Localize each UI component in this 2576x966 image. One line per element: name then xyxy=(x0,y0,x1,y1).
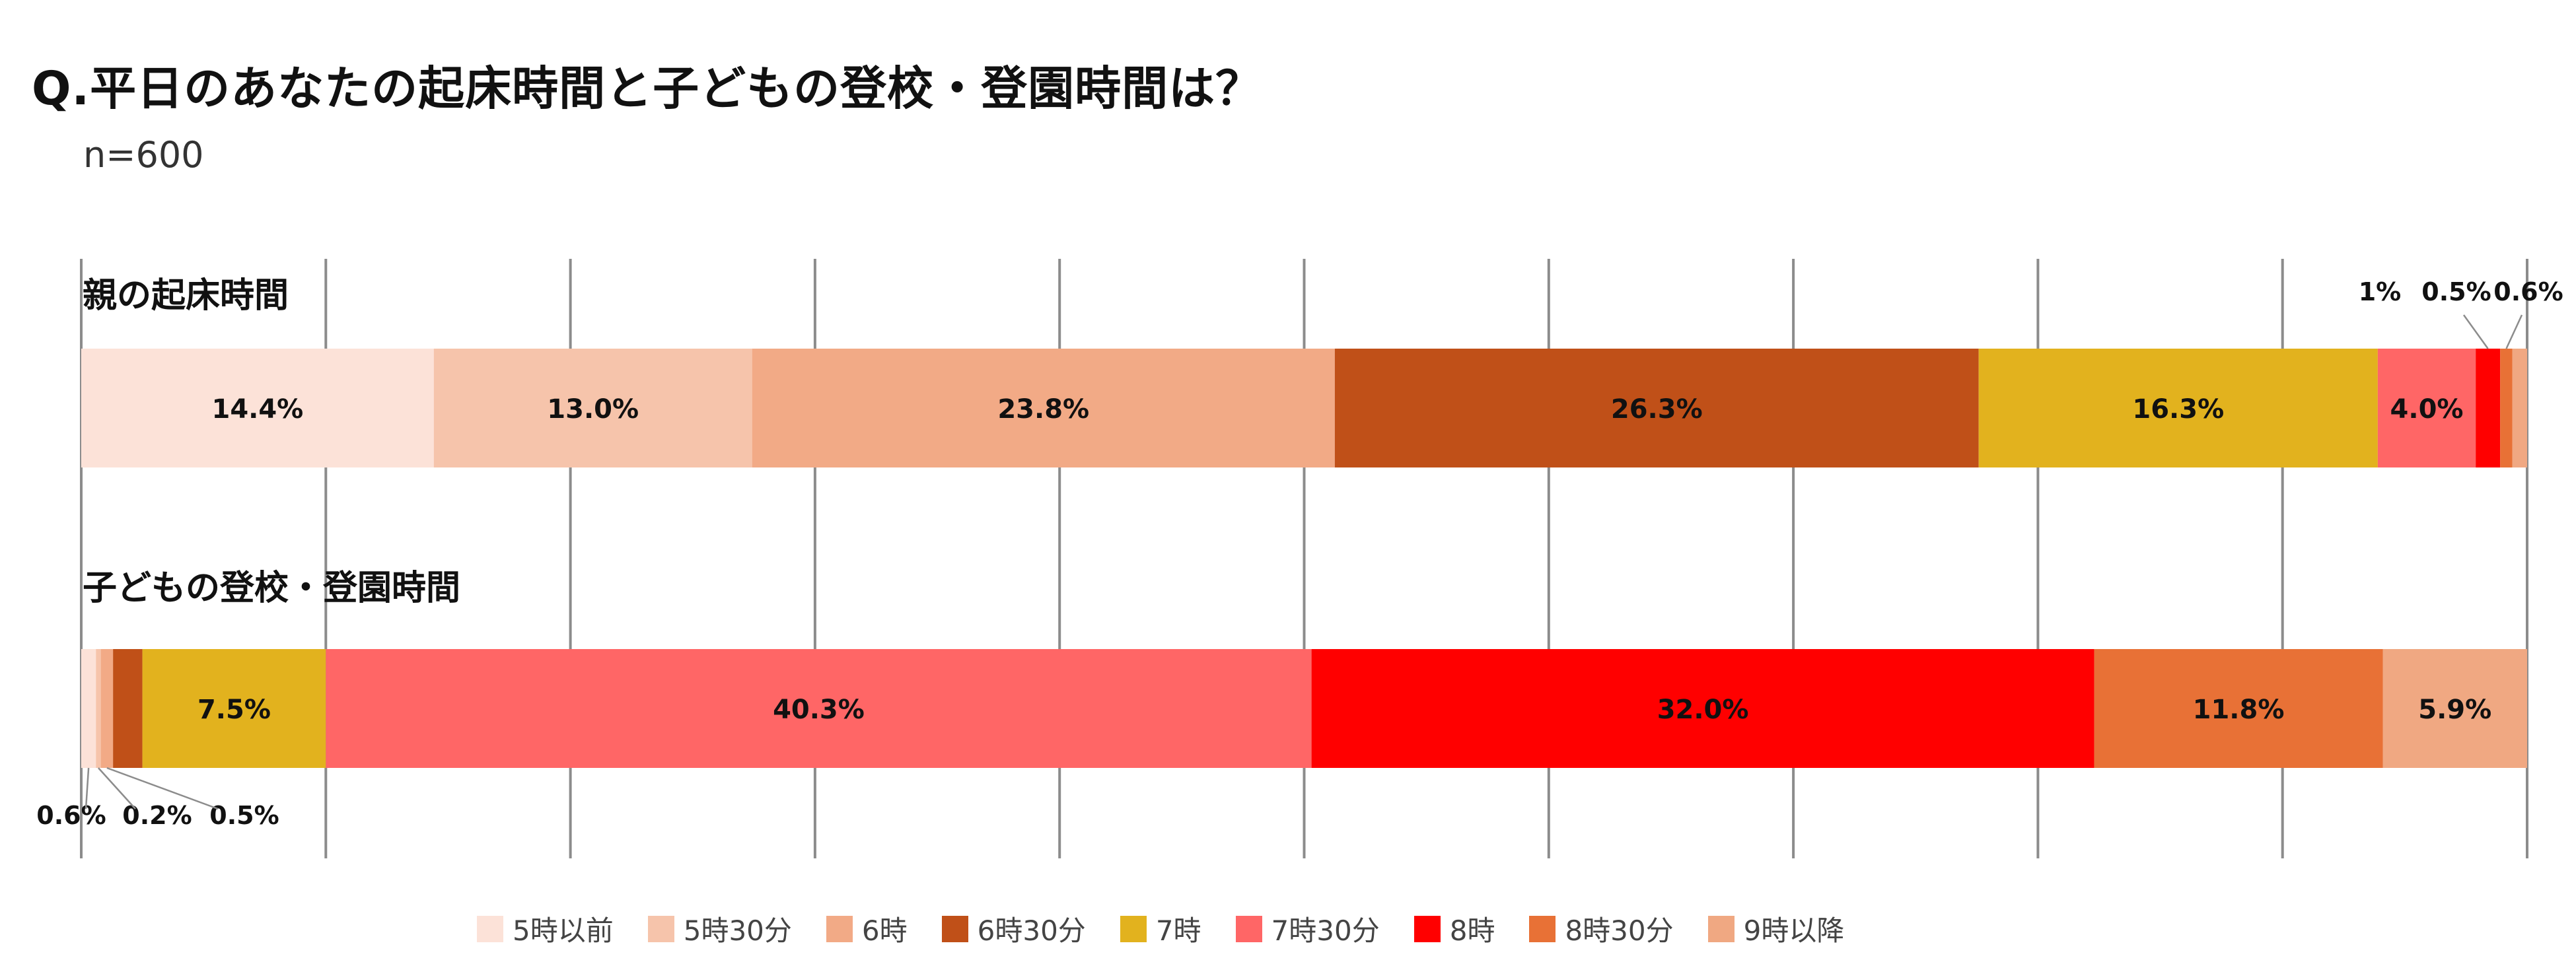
bar-segment xyxy=(326,649,1312,768)
bar-segment xyxy=(2382,649,2527,768)
bar-segment xyxy=(1978,349,2378,467)
data-label: 1% xyxy=(2359,277,2402,306)
leader-line xyxy=(106,767,219,810)
bar-segment xyxy=(113,649,143,768)
bar-segment xyxy=(1311,649,2094,768)
legend-swatch xyxy=(1235,915,1262,942)
legend-item: 8時 xyxy=(1413,909,1495,949)
legend-label: 7時30分 xyxy=(1271,914,1380,947)
data-label: 23.8% xyxy=(997,394,1089,425)
bar-segment xyxy=(81,649,96,768)
bar-row: 0.6% 0.2% 0.5% 7.5% 40.3% 32.0% 11.8% 5.9% xyxy=(36,649,2527,830)
legend-swatch xyxy=(1120,915,1147,942)
legend-swatch xyxy=(647,915,674,942)
category-label: 親の起床時間 xyxy=(83,276,289,316)
legend-swatch xyxy=(1707,915,1735,942)
data-label: 16.3% xyxy=(2132,394,2224,425)
legend-swatch xyxy=(941,915,968,942)
legend-item: 6時 xyxy=(826,909,908,949)
data-label: 40.3% xyxy=(773,695,865,725)
bar-segment xyxy=(81,349,434,467)
legend-item: 9時以降 xyxy=(1707,909,1845,949)
legend-swatch xyxy=(826,915,853,942)
bar-segment xyxy=(2377,349,2476,467)
legend-item: 5時30分 xyxy=(647,909,792,949)
bar-segment xyxy=(100,649,114,768)
data-label: 0.6% xyxy=(2493,277,2563,306)
data-label: 11.8% xyxy=(2193,695,2285,725)
legend-item: 7時30分 xyxy=(1235,909,1380,949)
leader-line xyxy=(2505,314,2523,349)
legend-swatch xyxy=(1413,915,1441,942)
legend-label: 7時 xyxy=(1155,914,1201,947)
bar-segment xyxy=(142,649,326,768)
leader-line xyxy=(2462,314,2489,349)
bar-segment xyxy=(2094,649,2383,768)
data-label: 7.5% xyxy=(197,695,271,725)
legend-swatch xyxy=(477,915,503,942)
legend: 5時以前 5時30分 6時 6時30分 7時 7時30分 8時 8時30分 9時… xyxy=(477,909,1844,949)
leader-line xyxy=(85,767,90,810)
bar-segment xyxy=(2476,349,2501,467)
legend-label: 5時以前 xyxy=(513,914,614,947)
bar-segment xyxy=(96,649,101,768)
legend-label: 8時30分 xyxy=(1565,914,1674,947)
data-label: 0.2% xyxy=(122,801,192,830)
data-label: 13.0% xyxy=(547,394,639,425)
legend-label: 6時30分 xyxy=(977,914,1086,947)
legend-item: 6時30分 xyxy=(941,909,1086,949)
data-label: 5.9% xyxy=(2418,695,2491,725)
legend-item: 5時以前 xyxy=(477,909,614,949)
bar-row: 14.4% 13.0% 23.8% 26.3% 16.3% 4.0% 1% 0.5% 0.6% xyxy=(81,277,2563,467)
legend-label: 6時 xyxy=(861,914,908,947)
data-label: 14.4% xyxy=(211,394,303,425)
bar-segment xyxy=(752,349,1335,467)
bar-segment xyxy=(2500,349,2513,467)
data-label: 0.5% xyxy=(209,801,279,830)
category-label: 子どもの登校・登園時間 xyxy=(83,569,460,608)
legend-label: 8時 xyxy=(1449,914,1495,947)
bar-segment xyxy=(433,349,752,467)
bar-segment xyxy=(2512,349,2527,467)
data-label: 32.0% xyxy=(1657,695,1749,725)
data-label: 26.3% xyxy=(1611,394,1703,425)
bar-segment xyxy=(1334,349,1979,467)
legend-label: 9時以降 xyxy=(1743,914,1845,947)
legend-label: 5時30分 xyxy=(683,914,792,947)
legend-item: 7時 xyxy=(1120,909,1201,949)
sample-size-note: n=600 xyxy=(83,134,204,176)
leader-line xyxy=(97,767,136,810)
data-label: 4.0% xyxy=(2390,394,2464,425)
legend-swatch xyxy=(1529,915,1556,942)
data-label: 0.6% xyxy=(36,801,106,830)
legend-item: 8時30分 xyxy=(1529,909,1674,949)
chart-title: Q.平日のあなたの起床時間と子どもの登校・登園時間は？ xyxy=(32,61,1263,116)
data-label: 0.5% xyxy=(2421,277,2491,306)
